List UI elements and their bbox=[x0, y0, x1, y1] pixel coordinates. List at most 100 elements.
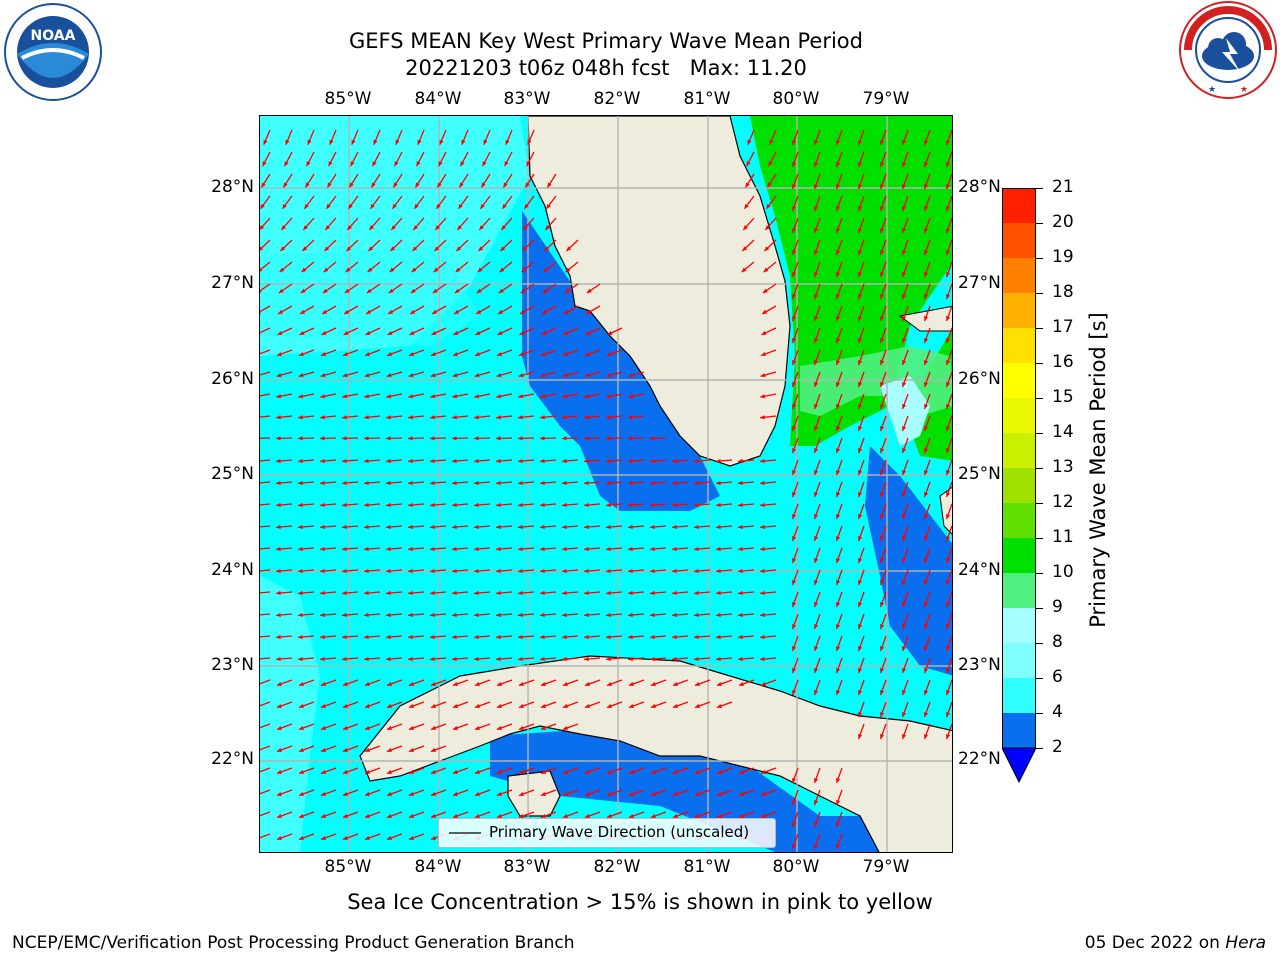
wave-arrow-head bbox=[792, 382, 797, 388]
wave-arrow-head bbox=[741, 267, 747, 273]
wave-arrow-head bbox=[474, 656, 479, 662]
lat-tick-left: 23°N bbox=[211, 655, 254, 675]
wave-arrow-head bbox=[298, 769, 304, 774]
colorbar-tick-mark bbox=[1036, 468, 1043, 469]
wave-arrow-head bbox=[342, 634, 347, 640]
wave-arrow-head bbox=[628, 458, 633, 464]
footer-credit: NCEP/EMC/Verification Post Processing Pr… bbox=[12, 933, 575, 953]
svg-text:★: ★ bbox=[1240, 85, 1248, 95]
wave-arrow-head bbox=[694, 590, 699, 596]
wave-arrow-head bbox=[386, 590, 391, 596]
wave-arrow-head bbox=[650, 681, 656, 686]
wave-arrow-head bbox=[694, 524, 699, 530]
colorbar-segment bbox=[1002, 223, 1036, 258]
wave-arrow-head bbox=[325, 225, 330, 230]
wave-arrow-head bbox=[902, 360, 907, 366]
wave-arrow-head bbox=[320, 458, 325, 464]
wave-arrow-head bbox=[760, 394, 766, 399]
lon-tick-top: 82°W bbox=[593, 89, 641, 109]
wave-arrow-head bbox=[263, 139, 268, 145]
wave-arrow-head bbox=[836, 338, 841, 344]
wave-arrow-head bbox=[364, 436, 369, 441]
wave-arrow-head bbox=[792, 800, 797, 806]
wave-arrow-head bbox=[342, 502, 347, 508]
wave-arrow-head bbox=[858, 448, 863, 454]
wave-arrow-head bbox=[946, 734, 951, 740]
wave-arrow-head bbox=[628, 590, 633, 596]
wave-arrow-head bbox=[946, 690, 951, 696]
wave-arrow-head bbox=[738, 568, 743, 574]
wave-arrow-head bbox=[452, 568, 457, 574]
wave-arrow-head bbox=[946, 712, 951, 718]
wave-arrow-head bbox=[276, 703, 282, 708]
wave-arrow-head bbox=[364, 590, 369, 596]
period-band-8-9 bbox=[880, 376, 930, 446]
wave-arrow-head bbox=[322, 288, 328, 294]
wave-arrow-head bbox=[342, 703, 348, 708]
wave-arrow-head bbox=[924, 668, 929, 674]
wave-arrow-head bbox=[298, 351, 304, 357]
wave-arrow-head bbox=[836, 492, 841, 498]
wave-arrow-head bbox=[298, 813, 304, 818]
wave-arrow-head bbox=[792, 140, 797, 146]
wave-arrow-head bbox=[474, 373, 480, 378]
wave-arrow-head bbox=[498, 288, 504, 294]
wave-arrow-head bbox=[452, 546, 457, 552]
wave-arrow-head bbox=[540, 568, 545, 574]
wave-arrow-head bbox=[540, 634, 545, 640]
wave-arrow-head bbox=[902, 206, 907, 212]
wave-arrow-head bbox=[430, 373, 436, 378]
wave-arrow-head bbox=[628, 656, 633, 662]
wave-arrow-head bbox=[386, 725, 392, 730]
wave-arrow-head bbox=[716, 458, 721, 464]
wave-arrow bbox=[260, 371, 271, 376]
wave-arrow-head bbox=[924, 360, 929, 366]
wave-arrow-head bbox=[320, 656, 325, 662]
wave-arrow-head bbox=[278, 288, 284, 294]
wave-arrow-head bbox=[792, 470, 797, 476]
wave-arrow-head bbox=[765, 225, 770, 230]
wave-arrow-head bbox=[282, 203, 287, 209]
wave-arrow-head bbox=[342, 612, 347, 618]
wave-arrow-head bbox=[902, 580, 907, 586]
wave-arrow-head bbox=[924, 382, 929, 388]
wave-arrow-head bbox=[364, 546, 369, 552]
wave-arrow-head bbox=[858, 360, 863, 366]
wave-arrow-head bbox=[738, 590, 743, 596]
wave-arrow-head bbox=[650, 502, 655, 508]
wave-arrow-head bbox=[518, 634, 523, 640]
wave-arrow-head bbox=[924, 294, 929, 300]
wave-arrow-head bbox=[814, 602, 819, 608]
wave-arrow-head bbox=[342, 480, 347, 486]
wave-arrow bbox=[260, 481, 271, 484]
wave-arrow-head bbox=[628, 681, 634, 686]
wave-arrow-head bbox=[880, 250, 885, 256]
wave-arrow bbox=[260, 503, 271, 506]
wave-arrow-head bbox=[320, 436, 325, 441]
wave-arrow-head bbox=[342, 769, 348, 774]
wave-arrow-head bbox=[408, 436, 413, 441]
wave-arrow-head bbox=[858, 734, 863, 740]
wave-arrow-head bbox=[320, 480, 325, 486]
wave-arrow-head bbox=[836, 668, 841, 674]
wave-arrow-head bbox=[584, 634, 589, 640]
wave-arrow-head bbox=[738, 656, 743, 662]
wave-arrow-head bbox=[902, 470, 907, 476]
wave-arrow-head bbox=[342, 747, 348, 752]
wave-arrow-head bbox=[924, 228, 929, 234]
wave-arrow-head bbox=[858, 558, 863, 564]
wave-arrow-head bbox=[430, 656, 435, 662]
wave-arrow-head bbox=[562, 681, 568, 686]
wave-arrow-head bbox=[924, 470, 929, 476]
wave-arrow-head bbox=[391, 225, 396, 230]
wave-arrow-head bbox=[524, 203, 529, 209]
wave-arrow-head bbox=[836, 404, 841, 410]
wave-arrow-head bbox=[496, 656, 501, 662]
wave-arrow-head bbox=[836, 690, 841, 696]
wave-arrow-head bbox=[902, 492, 907, 498]
wave-arrow-head bbox=[606, 524, 611, 530]
wave-arrow-head bbox=[716, 813, 722, 818]
wave-arrow-head bbox=[814, 624, 819, 630]
wave-arrow-head bbox=[276, 681, 282, 686]
wave-arrow-head bbox=[459, 182, 464, 188]
